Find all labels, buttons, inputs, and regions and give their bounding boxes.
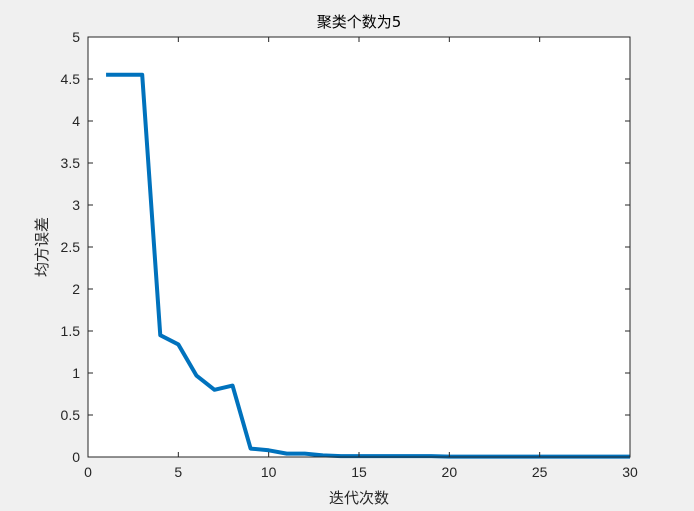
y-tick-label: 4.5 — [61, 71, 81, 87]
x-tick-label: 15 — [351, 464, 367, 480]
x-tick-label: 20 — [442, 464, 458, 480]
chart-title: 聚类个数为5 — [317, 13, 402, 31]
x-tick-label: 5 — [174, 464, 182, 480]
y-tick-label: 3.5 — [61, 155, 81, 171]
y-tick-label: 3 — [72, 197, 80, 213]
y-tick-label: 2.5 — [61, 239, 81, 255]
y-tick-label: 5 — [72, 29, 80, 45]
y-tick-label: 1 — [72, 365, 80, 381]
x-tick-label: 0 — [84, 464, 92, 480]
x-tick-label: 30 — [622, 464, 638, 480]
y-tick-label: 2 — [72, 281, 80, 297]
axes-box — [87, 36, 631, 458]
y-tick-label: 4 — [72, 113, 80, 129]
x-tick-label: 25 — [532, 464, 548, 480]
plot-area — [88, 37, 630, 457]
y-axis-label: 均方误差 — [33, 217, 51, 277]
ticks-layer: 0 5 10 15 20 25 30 0 0.5 1 1.5 2 2.5 3 3.5 4 4.5 5 — [61, 29, 638, 480]
x-tick-label: 10 — [261, 464, 277, 480]
x-axis-label: 迭代次数 — [329, 489, 389, 507]
y-tick-label: 1.5 — [61, 323, 81, 339]
y-tick-label: 0.5 — [61, 407, 81, 423]
y-tick-label: 0 — [72, 449, 80, 465]
